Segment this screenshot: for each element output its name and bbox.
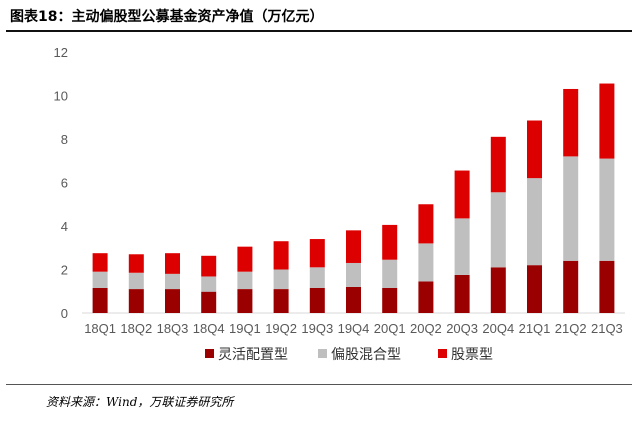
bar-segment-2 [128,272,144,290]
bar-segment-1 [490,267,506,313]
y-tick-label: 12 [54,45,68,60]
bar-segment-1 [273,289,289,313]
bar-segment-3 [382,224,398,260]
figure-title: 图表18：主动偏股型公募基金资产净值（万亿元） [10,9,324,25]
bar-segment-2 [599,158,615,261]
bar-segment-3 [92,253,108,272]
bar-segment-1 [599,260,615,313]
bar-segment-2 [237,271,253,290]
bar-segment-2 [418,243,434,282]
bar-segment-3 [418,204,434,244]
bar-segment-2 [273,269,289,290]
bar-segment-1 [201,291,217,313]
y-tick-label: 6 [61,176,68,191]
bar-segment-3 [309,239,325,268]
bar-segment-1 [382,287,398,313]
y-tick-label: 0 [61,306,68,321]
x-tick-label: 20Q2 [410,321,442,336]
bar-segment-1 [346,286,361,313]
bar-segment-2 [382,259,398,288]
x-tick-label: 20Q3 [446,321,478,336]
x-tick-label: 19Q1 [229,321,261,336]
y-axis-ticks: 0 2 4 6 8 10 12 [54,45,68,321]
bar-segment-3 [201,255,217,277]
legend: 灵活配置型 偏股混合型 股票型 [205,347,493,363]
bar-segment-2 [527,178,542,266]
bar-segment-3 [346,230,361,263]
legend-swatch [205,349,214,358]
x-tick-label: 18Q4 [193,321,225,336]
x-tick-label: 18Q2 [120,321,152,336]
y-tick-label: 2 [61,263,68,278]
bar-segment-2 [92,271,108,288]
legend-label: 灵活配置型 [218,347,288,363]
legend-label: 偏股混合型 [331,347,401,363]
stacked-bar-chart: 0 2 4 6 8 10 12 18Q1 18Q2 18Q3 18Q4 19Q1 19Q2 19Q3 19… [54,45,625,363]
bar-segment-2 [201,276,217,292]
bar-segment-1 [309,287,325,313]
x-tick-label: 21Q2 [555,321,587,336]
title-divider [6,30,632,32]
x-tick-label: 18Q1 [84,321,116,336]
legend-swatch [438,349,447,358]
legend-label: 股票型 [451,347,493,363]
legend-swatch [318,349,327,358]
bar-segment-3 [563,88,579,157]
bar-segment-2 [346,262,361,287]
bar-segment-3 [128,254,144,273]
bar-segment-1 [454,274,470,313]
x-tick-label: 18Q3 [157,321,189,336]
bar-segment-3 [273,241,289,270]
bar-segment-2 [165,273,180,290]
y-tick-label: 4 [61,219,68,234]
source-note: 资料来源：Wind，万联证券研究所 [46,395,234,409]
bar-segment-2 [563,156,579,261]
bar-segment-1 [128,289,144,313]
bar-segment-1 [165,289,180,313]
x-tick-label: 19Q3 [301,321,333,336]
x-tick-label: 20Q4 [482,321,514,336]
bar-segment-2 [490,192,506,268]
bar-segment-2 [454,218,470,275]
x-tick-label: 19Q2 [265,321,297,336]
source-divider [6,384,632,385]
bar-segment-1 [418,281,434,313]
y-tick-label: 10 [54,89,68,104]
bar-segment-1 [92,287,108,313]
bar-segment-3 [454,170,470,219]
x-tick-label: 19Q4 [338,321,370,336]
x-axis-ticks: 18Q1 18Q2 18Q3 18Q4 19Q1 19Q2 19Q3 19Q4 20Q1 20Q2… [84,321,623,336]
bar-segment-3 [237,246,253,272]
bar-segment-3 [490,136,506,193]
bar-segment-1 [563,260,579,313]
bar-segment-3 [165,253,180,274]
bar-segment-1 [237,289,253,313]
bar-segment-1 [527,265,542,313]
bar-segment-2 [309,267,325,288]
x-tick-label: 20Q1 [374,321,406,336]
y-tick-label: 8 [61,132,68,147]
bars-group [92,83,615,313]
x-tick-label: 21Q3 [591,321,623,336]
x-tick-label: 21Q1 [519,321,551,336]
bar-segment-3 [527,120,542,179]
bar-segment-3 [599,83,615,159]
